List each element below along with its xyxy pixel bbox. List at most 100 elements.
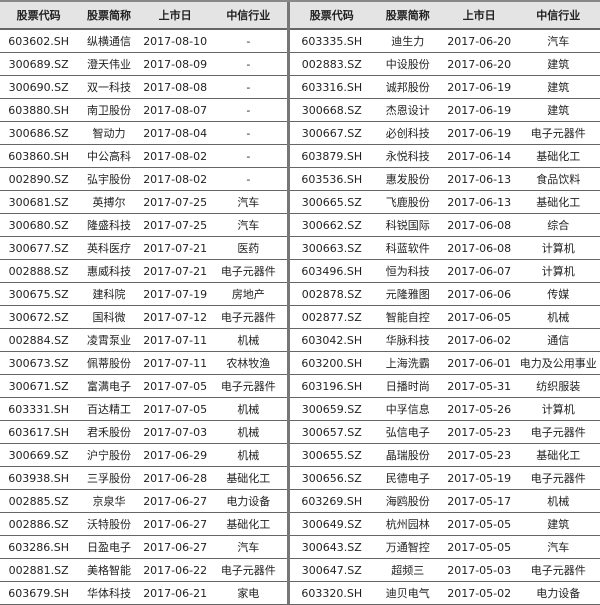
header-listing-date: 上市日 <box>140 2 210 30</box>
cell-stock-name: 弘宇股份 <box>77 167 141 191</box>
table-row: 603602.SH 纵横通信 2017-08-10- <box>0 29 287 53</box>
cell-citic-industry: 建筑 <box>516 512 600 536</box>
cell-citic-industry: 基础化工 <box>516 190 600 214</box>
cell-stock-code: 300656.SZ <box>290 466 374 490</box>
cell-listing-date: 2017-07-11 <box>140 328 210 352</box>
right-table: 股票代码 股票简称 上市日 中信行业 603335.SH 迪生力 2017-06-2… <box>290 2 600 604</box>
cell-citic-industry: 医药 <box>209 236 287 260</box>
cell-citic-industry: 基础化工 <box>516 443 600 467</box>
cell-stock-name: 超频三 <box>373 558 442 582</box>
cell-citic-industry: 机械 <box>209 420 287 444</box>
cell-stock-name: 中孚信息 <box>373 397 442 421</box>
cell-listing-date: 2017-06-19 <box>441 98 517 122</box>
cell-stock-name: 必创科技 <box>373 121 442 145</box>
left-table-body: 603602.SH 纵横通信 2017-08-10-300689.SZ 澄天伟业 201… <box>0 29 287 604</box>
cell-listing-date: 2017-05-05 <box>441 535 517 559</box>
cell-stock-name: 民德电子 <box>373 466 442 490</box>
cell-listing-date: 2017-07-25 <box>140 213 210 237</box>
table-row: 002885.SZ 京泉华 2017-06-27 电力设备 <box>0 489 287 513</box>
cell-citic-industry: - <box>209 75 287 99</box>
cell-citic-industry: 电力设备 <box>209 489 287 513</box>
table-row: 300671.SZ 富满电子 2017-07-05 电子元器件 <box>0 374 287 398</box>
table-row: 300659.SZ 中孚信息 2017-05-26 计算机 <box>290 397 600 421</box>
cell-citic-industry: 机械 <box>516 489 600 513</box>
cell-listing-date: 2017-05-26 <box>441 397 517 421</box>
table-row: 603331.SH 百达精工 2017-07-05 机械 <box>0 397 287 421</box>
cell-stock-name: 中设股份 <box>373 52 442 76</box>
cell-citic-industry: 电子元器件 <box>516 121 600 145</box>
table-row: 603286.SH 日盈电子 2017-06-27 汽车 <box>0 535 287 559</box>
cell-stock-name: 佩蒂股份 <box>77 351 141 375</box>
cell-stock-name: 华脉科技 <box>373 328 442 352</box>
header-stock-code: 股票代码 <box>290 2 374 30</box>
table-row: 002878.SZ 元隆雅图 2017-06-06 传媒 <box>290 282 600 306</box>
cell-listing-date: 2017-05-03 <box>441 558 517 582</box>
cell-stock-name: 凌霄泵业 <box>77 328 141 352</box>
cell-stock-name: 杭州园林 <box>373 512 442 536</box>
cell-listing-date: 2017-06-20 <box>441 29 517 53</box>
cell-stock-name: 美格智能 <box>77 558 141 582</box>
cell-stock-name: 澄天伟业 <box>77 52 141 76</box>
cell-stock-code: 300643.SZ <box>290 535 374 559</box>
cell-stock-name: 双一科技 <box>77 75 141 99</box>
cell-stock-name: 南卫股份 <box>77 98 141 122</box>
cell-stock-code: 002884.SZ <box>0 328 78 352</box>
cell-listing-date: 2017-08-08 <box>140 75 210 99</box>
cell-citic-industry: 综合 <box>516 213 600 237</box>
cell-stock-code: 603320.SH <box>301 586 363 600</box>
cell-listing-date: 2017-06-27 <box>140 535 210 559</box>
cell-stock-code: 300647.SZ <box>290 558 374 582</box>
cell-stock-code: 300675.SZ <box>0 282 78 306</box>
left-table: 股票代码 股票简称 上市日 中信行业 603602.SH 纵横通信 2017-08-… <box>0 2 287 604</box>
table-row: 603860.SH 中公高科 2017-08-02- <box>0 144 287 168</box>
cell-citic-industry: 通信 <box>516 328 600 352</box>
table-row: 002890.SZ 弘宇股份 2017-08-02- <box>0 167 287 191</box>
cell-stock-name: 科锐国际 <box>373 213 442 237</box>
table-row: 300689.SZ 澄天伟业 2017-08-09- <box>0 52 287 76</box>
cell-citic-industry: 计算机 <box>516 236 600 260</box>
cell-citic-industry: 电子元器件 <box>209 305 287 329</box>
cell-citic-industry: - <box>209 98 287 122</box>
right-table-body: 603335.SH 迪生力 2017-06-20 汽车 002883.SZ 中设股份 201… <box>290 29 600 604</box>
cell-listing-date: 2017-08-09 <box>140 52 210 76</box>
cell-citic-industry: 机械 <box>516 305 600 329</box>
table-row: 300663.SZ 科蓝软件 2017-06-08 计算机 <box>290 236 600 260</box>
cell-listing-date: 2017-05-23 <box>441 443 517 467</box>
cell-stock-code: 002885.SZ <box>0 489 78 513</box>
cell-citic-industry: 机械 <box>209 328 287 352</box>
cell-stock-name: 沪宁股份 <box>77 443 141 467</box>
cell-citic-industry: 汽车 <box>209 213 287 237</box>
cell-stock-name: 智能自控 <box>373 305 442 329</box>
header-stock-name: 股票简称 <box>77 2 141 30</box>
cell-stock-code: 603938.SH <box>0 466 78 490</box>
cell-stock-code: 300677.SZ <box>0 236 78 260</box>
cell-citic-industry: 建筑 <box>516 52 600 76</box>
table-row: 603320.SH 迪贝电气 2017-05-02 电力设备 <box>290 582 600 605</box>
cell-citic-industry: - <box>209 167 287 191</box>
table-row: 300680.SZ 隆盛科技 2017-07-25 汽车 <box>0 213 287 237</box>
table-row: 300657.SZ 弘信电子 2017-05-23 电子元器件 <box>290 420 600 444</box>
header-stock-name: 股票简称 <box>373 2 442 30</box>
cell-stock-name: 京泉华 <box>77 489 141 513</box>
cell-stock-code: 603602.SH <box>0 29 78 53</box>
cell-listing-date: 2017-07-05 <box>140 374 210 398</box>
cell-stock-code: 603196.SH <box>290 374 374 398</box>
cell-listing-date: 2017-06-14 <box>441 144 517 168</box>
cell-stock-name: 智动力 <box>77 121 141 145</box>
table-row: 300656.SZ 民德电子 2017-05-19 电子元器件 <box>290 466 600 490</box>
header-citic-industry: 中信行业 <box>516 2 600 30</box>
cell-citic-industry: - <box>209 52 287 76</box>
cell-stock-code: 300673.SZ <box>0 351 78 375</box>
cell-listing-date: 2017-08-02 <box>140 144 210 168</box>
table-row: 300667.SZ 必创科技 2017-06-19 电子元器件 <box>290 121 600 145</box>
cell-stock-code: 300667.SZ <box>290 121 374 145</box>
cell-stock-code: 300668.SZ <box>290 98 374 122</box>
table-row: 300690.SZ 双一科技 2017-08-08- <box>0 75 287 99</box>
cell-citic-industry: 机械 <box>209 397 287 421</box>
cell-citic-industry: 机械 <box>209 443 287 467</box>
cell-listing-date: 2017-06-07 <box>441 259 517 283</box>
cell-citic-industry: 计算机 <box>516 397 600 421</box>
cell-listing-date: 2017-05-19 <box>441 466 517 490</box>
cell-listing-date: 2017-06-19 <box>441 121 517 145</box>
table-row: 603200.SH 上海洗霸 2017-06-01 电力及公用事业 <box>290 351 600 375</box>
